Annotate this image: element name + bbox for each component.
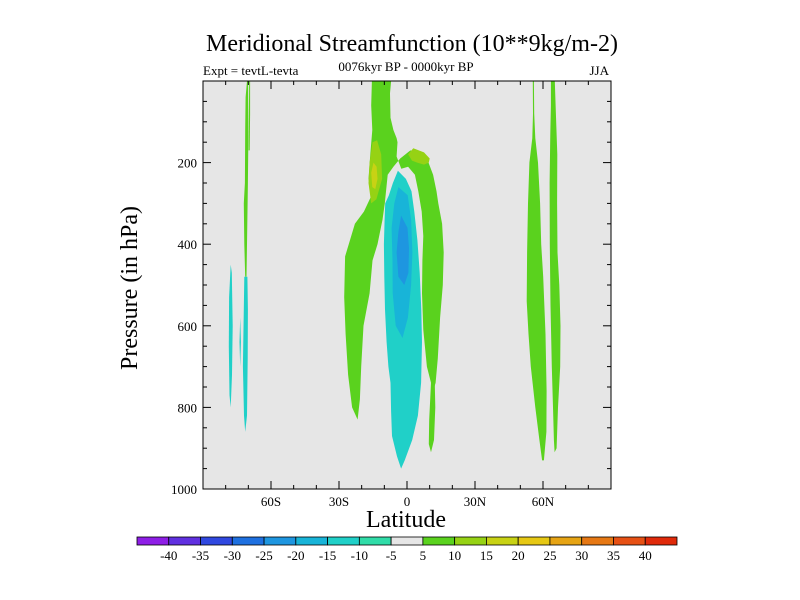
region-nh-positive-strip-b bbox=[549, 81, 561, 453]
y-tick-label: 800 bbox=[178, 400, 198, 415]
colorbar-swatch bbox=[517, 536, 551, 546]
axis-ticks: 60S 30S 0 30N 60N 200 400 600 800 1000 bbox=[171, 81, 611, 509]
colorbar-label: -40 bbox=[160, 548, 177, 563]
colorbar-label: 5 bbox=[420, 548, 427, 563]
colorbar-swatch bbox=[390, 536, 424, 546]
colorbar-swatch bbox=[231, 536, 265, 546]
colorbar-label: -30 bbox=[224, 548, 241, 563]
colorbar-swatch bbox=[581, 536, 614, 546]
colorbar-label: 15 bbox=[480, 548, 493, 563]
x-tick-label: 0 bbox=[404, 494, 411, 509]
region-sh-high-lat-green-strip bbox=[243, 81, 249, 277]
region-sh-neg-strip-a bbox=[228, 264, 233, 408]
colorbar-swatch bbox=[295, 536, 328, 546]
colorbar-label: 30 bbox=[575, 548, 588, 563]
region-sh-high-lat-thin-green bbox=[248, 81, 251, 151]
plot-area: 60S 30S 0 30N 60N 200 400 600 800 1000 bbox=[171, 80, 612, 509]
colorbar-label: -15 bbox=[319, 548, 336, 563]
region-nh-positive-strip-a bbox=[526, 81, 547, 461]
region-tropical-positive-cell bbox=[344, 81, 444, 420]
time-range-label: 0076kyr BP - 0000kyr BP bbox=[338, 59, 473, 74]
colorbar: -40 -35 -30 -25 -20 -15 -10 -5 5 10 15 20 25 30 35 40 bbox=[136, 536, 678, 563]
colorbar-label: -5 bbox=[386, 548, 397, 563]
colorbar-swatch bbox=[454, 536, 487, 546]
colorbar-swatch bbox=[168, 536, 201, 546]
colorbar-label: -20 bbox=[287, 548, 304, 563]
colorbar-swatch bbox=[613, 536, 646, 546]
y-tick-label: 200 bbox=[178, 156, 198, 171]
colorbar-swatch bbox=[422, 536, 456, 546]
colorbar-swatch bbox=[549, 536, 583, 546]
colorbar-label: 20 bbox=[512, 548, 525, 563]
region-sh-neg-strip-b bbox=[242, 276, 248, 432]
colorbar-label: -10 bbox=[351, 548, 368, 563]
contour-regions bbox=[228, 81, 561, 469]
colorbar-swatch bbox=[327, 536, 360, 546]
colorbar-label: 25 bbox=[543, 548, 556, 563]
region-upper-positive-core-a-inner bbox=[371, 162, 378, 190]
x-tick-label: 60N bbox=[532, 494, 555, 509]
y-axis-label: Pressure (in hPa) bbox=[117, 206, 143, 370]
y-tick-label: 1000 bbox=[171, 482, 197, 497]
colorbar-label: 10 bbox=[448, 548, 461, 563]
chart-title: Meridional Streamfunction (10**9kg/m-2) bbox=[206, 31, 618, 57]
colorbar-swatch bbox=[200, 536, 233, 546]
region-tropical-negative-cell-core bbox=[396, 215, 409, 285]
y-tick-label: 400 bbox=[178, 237, 198, 252]
colorbar-swatch bbox=[644, 536, 678, 546]
x-tick-label: 60S bbox=[261, 494, 281, 509]
x-axis-label: Latitude bbox=[366, 507, 446, 533]
colorbar-swatch bbox=[358, 536, 392, 546]
colorbar-swatch bbox=[136, 536, 170, 546]
region-upper-positive-core-b bbox=[408, 148, 430, 165]
experiment-label: Expt = tevtL-tevta bbox=[203, 63, 299, 78]
colorbar-label: 35 bbox=[607, 548, 620, 563]
colorbar-swatch bbox=[486, 536, 519, 546]
colorbar-label: -25 bbox=[255, 548, 272, 563]
x-tick-label: 30N bbox=[464, 494, 487, 509]
colorbar-swatch bbox=[263, 536, 297, 546]
colorbar-label: -35 bbox=[192, 548, 209, 563]
colorbar-label: 40 bbox=[639, 548, 652, 563]
y-tick-label: 600 bbox=[178, 319, 198, 334]
region-sh-neg-thin bbox=[239, 317, 241, 367]
region-tropical-positive-lower-spur bbox=[428, 354, 436, 453]
season-label: JJA bbox=[589, 63, 609, 78]
x-tick-label: 30S bbox=[329, 494, 349, 509]
